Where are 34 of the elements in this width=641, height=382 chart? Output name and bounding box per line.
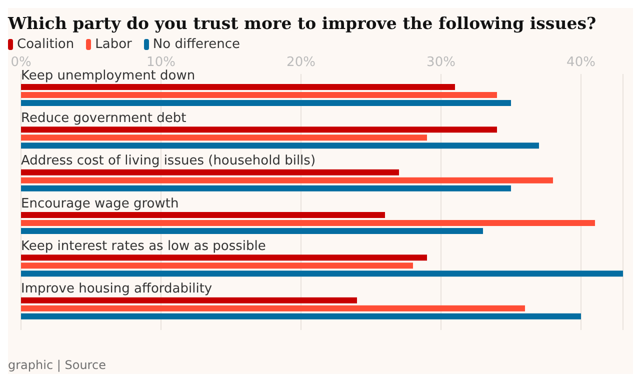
x-tick-label: 40% [566,55,596,70]
bar [21,305,525,312]
bar [21,142,539,149]
bar [21,212,385,218]
x-tick-label: 30% [426,55,456,70]
y-tick-label: Keep interest rates as low as possible [21,239,266,254]
x-tick-label: 20% [286,55,316,70]
bar [21,254,427,261]
x-tick-label: 10% [146,55,176,70]
y-tick-label: Keep unemployment down [21,68,196,84]
bar [21,297,357,304]
bar [21,126,497,133]
legend-label: No difference [152,37,240,52]
bar [21,313,581,320]
bar [21,220,595,226]
bar [21,177,553,184]
bar [21,169,399,176]
y-tick-label: Encourage wage growth [21,196,179,212]
legend-label: Labor [94,37,132,52]
y-tick-label: Reduce government debt [21,111,186,126]
chart-title: Which party do you trust more to improve the following issues? [8,13,598,33]
bar [21,92,497,98]
legend-label: Coalition [16,37,74,52]
text: graphic | Source [8,358,106,372]
y-tick-label: Address cost of living issues (household bills) [21,154,316,169]
bar [21,262,413,269]
bar [21,185,511,192]
bar [21,100,511,106]
y-tick-label: Improve housing affordability [21,282,212,297]
bar [21,134,427,141]
bar [21,270,623,277]
bar [21,84,455,90]
x-tick-label: 0% [10,55,32,70]
bar [21,228,483,234]
